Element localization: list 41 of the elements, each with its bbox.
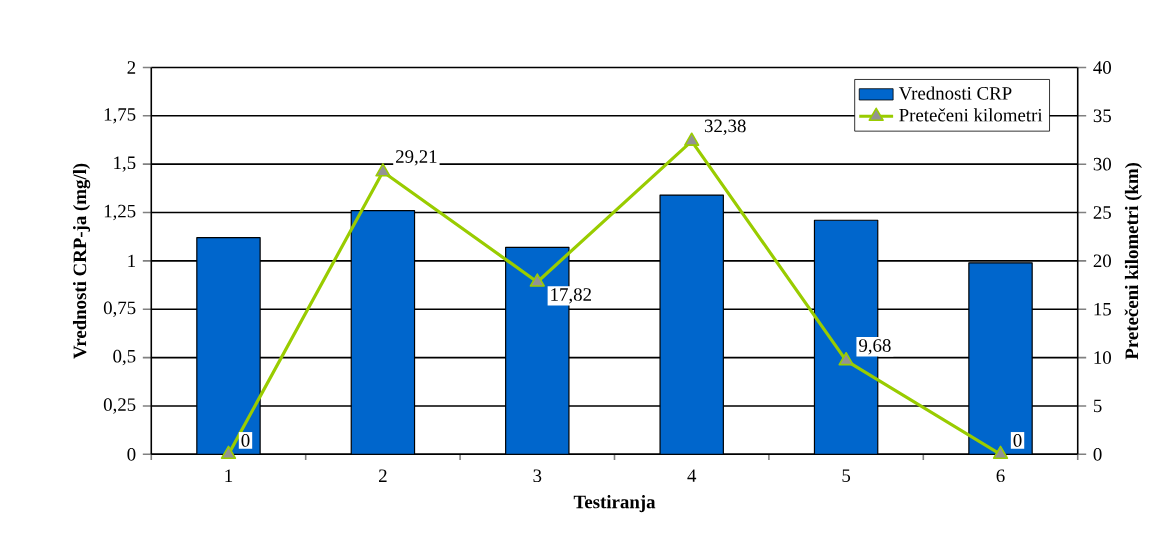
y2-tick-label: 25 [1093, 206, 1111, 220]
y2-tick-label: 30 [1093, 158, 1111, 171]
point [992, 445, 1009, 460]
x-axis-title: Testiranja [573, 495, 656, 513]
legend-label: Vrednosti CRP [898, 86, 1012, 100]
data-label: 17,82 [551, 288, 591, 304]
y-tick-label: 1,25 [104, 205, 136, 221]
y-tick-label: 2 [127, 61, 136, 74]
y-tick-label: 0,25 [103, 398, 136, 414]
data-label: 9,68 [859, 339, 891, 355]
x-tick-label: 2 [379, 469, 387, 483]
y-tick-label: 0,5 [113, 350, 136, 366]
y2-axis-title: Pretečeni kilometri (km) [1124, 163, 1142, 360]
point [375, 163, 391, 177]
y2-tick-label: 20 [1093, 254, 1111, 268]
data-label: 0 [1013, 434, 1022, 447]
point [838, 352, 854, 366]
point [220, 445, 237, 460]
y2-tick-label: 15 [1094, 303, 1111, 316]
legend-label: Pretečeni kilometri [899, 108, 1043, 122]
point [684, 132, 700, 147]
x-tick-label: 6 [996, 469, 1005, 483]
x-tick-label: 1 [225, 469, 233, 483]
y-tick-label: 0,75 [103, 301, 136, 318]
y2-tick-label: 0 [1093, 448, 1102, 461]
data-label: 0 [241, 434, 250, 447]
y-tick-label: 0 [127, 448, 136, 461]
y2-tick-label: 5 [1093, 399, 1102, 413]
y-tick-label: 1 [128, 254, 136, 268]
y2-tick-label: 35 [1093, 109, 1111, 123]
data-label: 29,21 [396, 150, 437, 166]
data-label: 32,38 [704, 119, 746, 136]
y-axis-title: Vrednosti CRP-ja (mg/l) [72, 163, 91, 359]
y-tick-label: 1,5 [114, 156, 136, 173]
y2-tick-label: 10 [1094, 351, 1111, 365]
y2-tick-label: 40 [1093, 61, 1111, 75]
y-tick-label: 1,75 [104, 108, 136, 124]
point [529, 273, 545, 287]
x-tick-label: 3 [533, 469, 542, 483]
x-tick-label: 4 [687, 469, 697, 483]
x-tick-label: 5 [842, 469, 851, 483]
